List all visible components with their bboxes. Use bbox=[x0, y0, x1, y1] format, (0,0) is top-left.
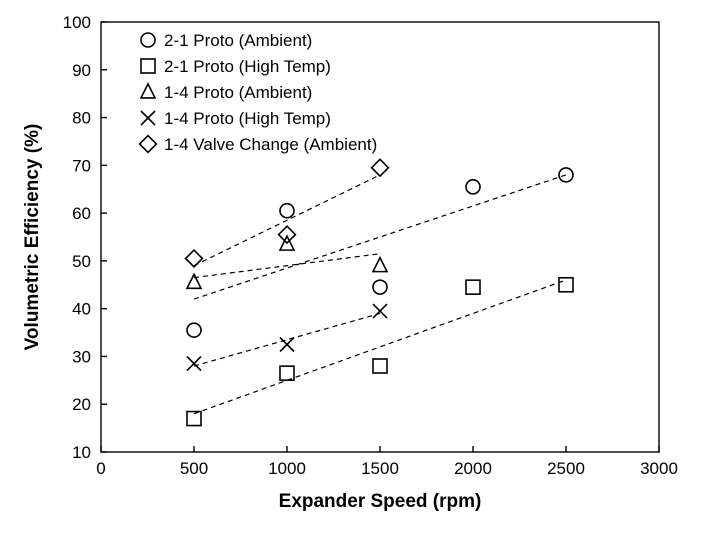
y-tick-label: 80 bbox=[72, 109, 91, 128]
legend-label: 1-4 Proto (Ambient) bbox=[164, 83, 312, 102]
x-tick-label: 1500 bbox=[361, 459, 399, 478]
legend-label: 1-4 Valve Change (Ambient) bbox=[164, 135, 377, 154]
data-marker bbox=[466, 280, 480, 294]
data-marker bbox=[373, 258, 387, 272]
data-marker bbox=[373, 359, 387, 373]
data-marker bbox=[372, 159, 389, 176]
data-marker bbox=[373, 280, 387, 294]
legend-marker bbox=[141, 59, 155, 73]
trend-line bbox=[194, 254, 380, 278]
data-marker bbox=[466, 180, 480, 194]
x-tick-label: 2000 bbox=[454, 459, 492, 478]
trend-line bbox=[194, 313, 380, 366]
data-marker bbox=[186, 250, 203, 267]
x-tick-label: 3000 bbox=[640, 459, 678, 478]
y-tick-label: 50 bbox=[72, 252, 91, 271]
data-marker bbox=[280, 204, 294, 218]
data-marker bbox=[559, 278, 573, 292]
x-tick-label: 1000 bbox=[268, 459, 306, 478]
data-marker bbox=[280, 366, 294, 380]
data-marker bbox=[187, 323, 201, 337]
x-tick-label: 0 bbox=[96, 459, 105, 478]
legend-label: 2-1 Proto (Ambient) bbox=[164, 31, 312, 50]
scatter-chart: 0 500 1000 1500 2000 2500 3000 10 20 30 40 50 60 70 80… bbox=[0, 0, 709, 544]
y-axis-label: Volumetric Efficiency (%) bbox=[22, 124, 43, 351]
y-tick-label: 90 bbox=[72, 61, 91, 80]
legend-label: 2-1 Proto (High Temp) bbox=[164, 57, 331, 76]
x-axis-label: Expander Speed (rpm) bbox=[279, 491, 482, 512]
trend-line bbox=[194, 175, 380, 266]
chart-container: 0 500 1000 1500 2000 2500 3000 10 20 30 40 50 60 70 80… bbox=[0, 0, 709, 544]
legend-marker bbox=[141, 33, 155, 47]
y-tick-label: 30 bbox=[72, 347, 91, 366]
y-tick-label: 40 bbox=[72, 300, 91, 319]
y-tick-label: 20 bbox=[72, 395, 91, 414]
y-tick-label: 10 bbox=[72, 443, 91, 462]
data-marker bbox=[187, 274, 201, 288]
y-tick-label: 100 bbox=[63, 13, 91, 32]
x-tick-label: 500 bbox=[180, 459, 208, 478]
legend-marker bbox=[141, 84, 155, 98]
legend-marker bbox=[140, 136, 157, 153]
y-tick-label: 60 bbox=[72, 204, 91, 223]
trend-line bbox=[194, 280, 566, 414]
x-tick-label: 2500 bbox=[547, 459, 585, 478]
legend-label: 1-4 Proto (High Temp) bbox=[164, 109, 331, 128]
y-tick-label: 70 bbox=[72, 156, 91, 175]
